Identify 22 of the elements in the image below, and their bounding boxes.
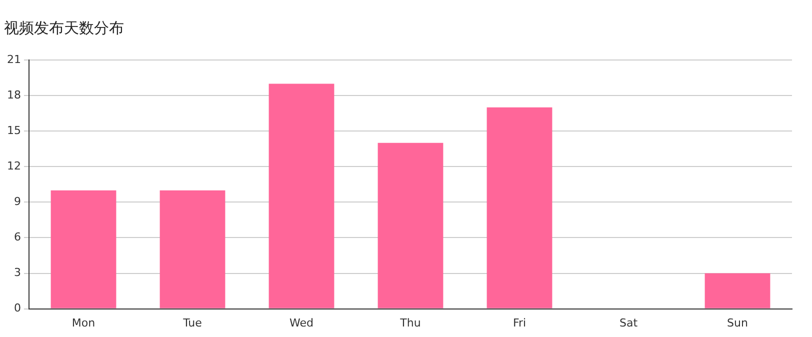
y-tick-label: 6 [14, 230, 21, 244]
bar [486, 107, 552, 308]
bar [704, 273, 770, 308]
x-tick-label: Sun [727, 316, 748, 330]
y-tick-label: 0 [14, 302, 21, 315]
x-tick-label: Sat [619, 316, 638, 330]
y-tick-label: 21 [6, 52, 21, 66]
x-tick-label: Thu [399, 316, 421, 330]
y-tick-label: 3 [14, 266, 21, 280]
bar [378, 142, 444, 308]
chart-title: 视频发布天数分布 [4, 18, 124, 37]
x-tick-label: Fri [512, 316, 526, 330]
y-tick-label: 12 [6, 159, 21, 172]
y-tick-label: 18 [6, 88, 21, 102]
bar [50, 190, 116, 308]
bar [268, 84, 334, 308]
x-tick-label: Wed [290, 316, 314, 330]
y-tick-label: 15 [6, 124, 21, 137]
x-tick-label: Tue [182, 316, 202, 330]
x-tick-label: Mon [72, 316, 96, 330]
y-tick-label: 9 [14, 195, 21, 208]
bar [160, 190, 226, 308]
